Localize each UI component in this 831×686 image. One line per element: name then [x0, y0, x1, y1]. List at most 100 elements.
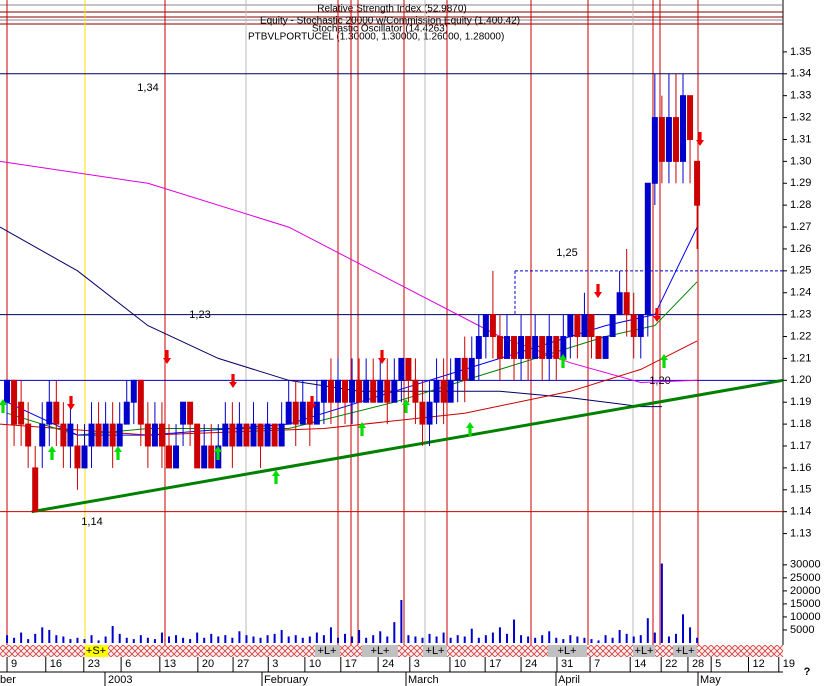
- candle-body: [440, 379, 447, 403]
- candle-body: [60, 423, 67, 447]
- candle-body: [109, 423, 116, 447]
- volume-bar: [386, 636, 389, 643]
- volume-bar: [97, 640, 100, 643]
- volume-bar: [196, 632, 199, 643]
- volume-bar: [393, 622, 396, 643]
- candle-body: [158, 423, 165, 447]
- volume-bar: [696, 637, 699, 643]
- x-tick-label: 13: [164, 658, 176, 670]
- candle-body: [229, 423, 236, 447]
- volume-bar: [175, 635, 178, 643]
- x-tick-label: 23: [88, 658, 100, 670]
- signal-box: [673, 645, 697, 657]
- candle-body: [81, 445, 88, 469]
- candle-body: [194, 423, 201, 469]
- volume-bar: [421, 637, 424, 643]
- volume-bar: [287, 636, 290, 643]
- volume-bar: [104, 636, 107, 643]
- x-tick-label: 10: [309, 658, 321, 670]
- candle-body: [53, 401, 60, 425]
- volume-bar: [344, 633, 347, 643]
- candle-body: [173, 445, 180, 469]
- candle-body: [553, 336, 560, 359]
- candle-body: [299, 401, 306, 425]
- month-label: April: [558, 674, 580, 686]
- candle-body: [405, 357, 412, 381]
- volume-bar: [6, 635, 9, 643]
- volume-bar: [153, 639, 156, 643]
- signal-label: +L+: [676, 645, 695, 657]
- candle-body: [257, 423, 264, 447]
- volume-bar: [308, 636, 311, 643]
- candle-body: [334, 379, 341, 403]
- x-tick-label: 3: [414, 658, 420, 670]
- level-label: 1,23: [189, 309, 210, 321]
- volume-bar: [90, 635, 93, 643]
- candle-body: [503, 336, 510, 359]
- volume-bar: [625, 633, 628, 643]
- volume-bar: [653, 632, 656, 643]
- candle-body: [489, 314, 496, 338]
- volume-bar: [555, 637, 558, 643]
- volume-tick-label: 10000: [790, 611, 821, 623]
- x-tick-label: 20: [202, 658, 214, 670]
- candle-body: [67, 423, 74, 447]
- candle-body: [349, 379, 356, 403]
- volume-bar: [428, 633, 431, 643]
- volume-bar: [20, 632, 23, 643]
- candle-body: [102, 423, 109, 447]
- candle-body: [658, 117, 665, 162]
- candle-body: [201, 445, 208, 469]
- signal-box: [548, 645, 587, 657]
- x-tick-label: 12: [752, 658, 764, 670]
- volume-bar: [62, 636, 65, 643]
- x-tick-label: 3: [272, 658, 278, 670]
- month-label: March: [408, 674, 439, 686]
- candle-body: [313, 401, 320, 425]
- candle-body: [475, 336, 482, 359]
- candle-body: [609, 314, 616, 338]
- candle-body: [574, 314, 581, 338]
- y-tick-label: 1.27: [790, 221, 811, 233]
- volume-bar: [322, 635, 325, 643]
- candle-body: [447, 379, 454, 403]
- candle-body: [694, 160, 701, 206]
- x-tick-label: 16: [50, 658, 62, 670]
- candle-body: [222, 423, 229, 447]
- volume-bar: [41, 627, 44, 643]
- volume-bar: [372, 635, 375, 643]
- volume-bar: [569, 635, 572, 643]
- y-tick-label: 1.23: [790, 309, 811, 321]
- volume-bar: [442, 632, 445, 643]
- level-label: 1,14: [81, 516, 102, 528]
- volume-bar: [69, 639, 72, 643]
- volume-bar: [210, 633, 213, 643]
- y-tick-label: 1.19: [790, 396, 811, 408]
- help-button[interactable]: ?: [804, 666, 811, 678]
- volume-bar: [590, 639, 593, 643]
- x-tick-label: 17: [489, 658, 501, 670]
- volume-bar: [294, 635, 297, 643]
- candle-body: [88, 423, 95, 447]
- x-tick-label: 28: [692, 658, 704, 670]
- volume-bar: [505, 633, 508, 643]
- x-tick-label: 24: [525, 658, 537, 670]
- signal-label: +S+: [86, 645, 106, 657]
- indicator-line: [0, 340, 698, 436]
- candle-body: [539, 336, 546, 359]
- month-separators: [104, 672, 699, 686]
- volume-bar: [160, 632, 163, 643]
- y-tick-label: 1.17: [790, 440, 811, 452]
- volume-bar: [266, 635, 269, 643]
- candle-body: [32, 467, 39, 513]
- candle-body: [461, 357, 468, 381]
- volume-bar: [541, 635, 544, 643]
- candle-body: [11, 379, 18, 425]
- volume-bar: [203, 637, 206, 643]
- signal-label: +L+: [635, 645, 654, 657]
- volume-bar: [534, 637, 537, 643]
- month-label: May: [700, 674, 721, 686]
- candle-body: [644, 182, 651, 316]
